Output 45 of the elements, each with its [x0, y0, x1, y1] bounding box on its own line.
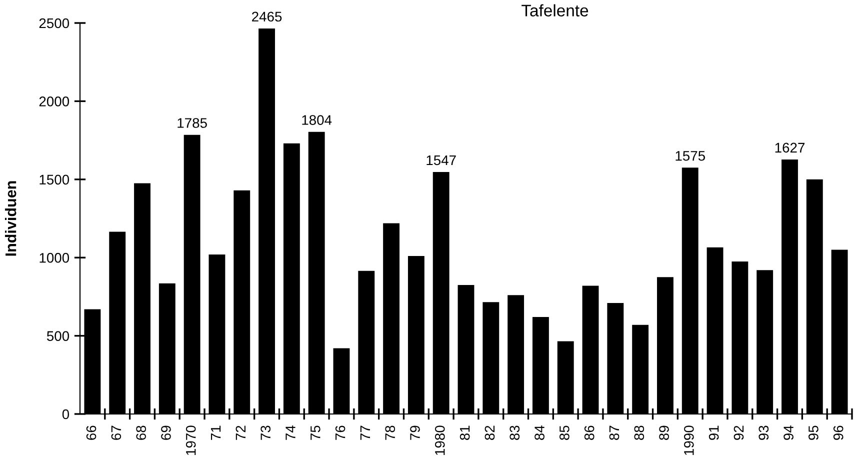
x-tick-label: 67 [111, 426, 122, 440]
x-tick-label: 85 [560, 426, 570, 440]
x-tick-label: 79 [410, 426, 420, 440]
x-tick-label: 74 [286, 426, 296, 440]
x-tick-label: 82 [484, 426, 495, 440]
x-tick-label: 92 [734, 426, 744, 440]
chart-title: Tafelente [522, 4, 588, 16]
x-tick-label: 71 [211, 426, 221, 440]
data-label: 1785 [178, 118, 207, 128]
x-tick-label: 78 [385, 426, 396, 440]
x-tick-label: 95 [808, 426, 818, 440]
x-tick-label: 93 [758, 426, 769, 440]
x-tick-label: 91 [708, 426, 719, 440]
data-label: 2465 [252, 12, 282, 22]
y-axis-title: Individuen [5, 181, 16, 256]
y-tick-label: 0 [62, 409, 70, 420]
y-tick-label: 2000 [39, 96, 70, 106]
x-tick-label: 81 [460, 426, 470, 440]
y-tick-label: 2500 [39, 18, 70, 28]
x-tick-label: 86 [584, 426, 594, 440]
x-tick-label: 73 [260, 426, 271, 440]
x-tick-label: 77 [360, 426, 370, 440]
data-label: 1575 [676, 151, 705, 161]
data-label: 1804 [302, 115, 332, 125]
y-tick-label: 500 [46, 331, 70, 341]
x-tick-label: 76 [335, 426, 346, 440]
x-tick-label: 88 [634, 426, 644, 440]
x-tick-label: 1970 [186, 426, 196, 455]
x-tick-label: 72 [236, 426, 246, 440]
x-tick-label: 84 [534, 426, 544, 440]
x-tick-label: 68 [136, 426, 146, 440]
x-tick-label: 1980 [434, 426, 445, 455]
data-label: 1627 [775, 142, 804, 153]
x-tick-label: 96 [833, 426, 844, 440]
x-tick-label: 83 [510, 426, 520, 440]
x-tick-label: 75 [310, 426, 320, 440]
y-tick-label: 1000 [40, 252, 70, 263]
x-tick-label: 66 [86, 426, 96, 440]
x-tick-label: 87 [609, 426, 620, 440]
x-tick-label: 89 [659, 426, 669, 440]
x-tick-label: 69 [161, 426, 171, 440]
data-label: 1547 [426, 155, 456, 166]
x-tick-label: 94 [784, 426, 794, 440]
y-tick-label: 1500 [40, 174, 70, 185]
x-tick-label: 1990 [684, 426, 694, 455]
